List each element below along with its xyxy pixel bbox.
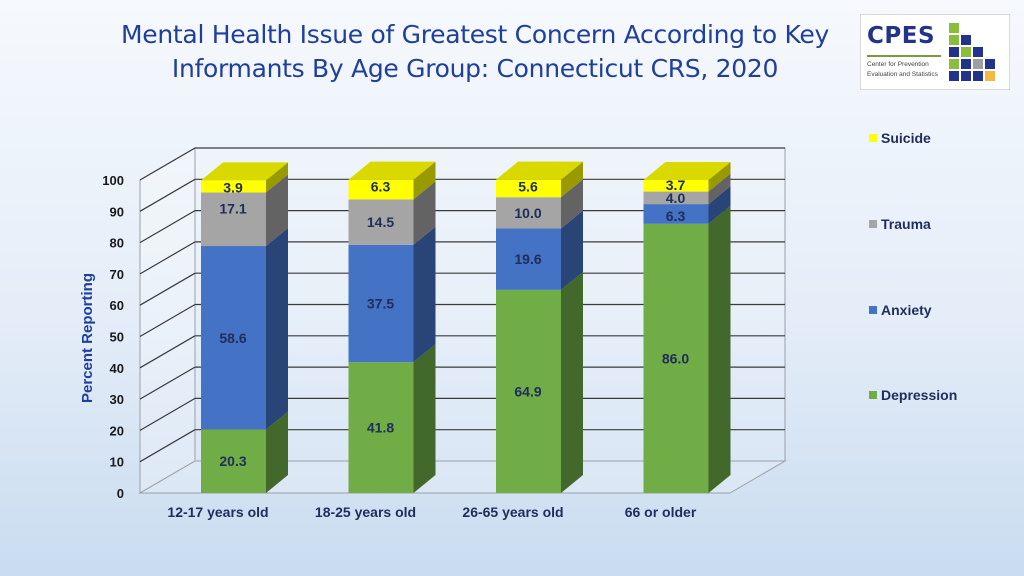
y-tick-label: 60 xyxy=(110,298,124,313)
legend-label-depression: Depression xyxy=(881,387,957,403)
bar-segment-trauma-front xyxy=(496,197,561,229)
bar-segment-depression-side xyxy=(561,271,583,493)
gridline-side xyxy=(139,429,196,463)
data-label: 3.7 xyxy=(666,177,686,193)
bar-segment-anxiety-front xyxy=(496,228,561,290)
data-label: 6.3 xyxy=(666,208,686,224)
bar-segment-trauma-front xyxy=(201,192,266,247)
legend: Suicide Trauma Anxiety Depression xyxy=(869,130,957,403)
x-tick-label: 12-17 years old xyxy=(167,504,268,520)
data-label: 4.0 xyxy=(666,190,686,206)
data-label: 6.3 xyxy=(371,179,391,195)
bar-segment-depression-front xyxy=(348,362,414,493)
data-label: 3.9 xyxy=(223,179,243,195)
gridline-side xyxy=(139,241,196,275)
legend-swatch-depression xyxy=(869,391,877,399)
legend-swatch-suicide xyxy=(869,134,877,142)
y-tick-label: 10 xyxy=(110,455,124,470)
bar-segment-trauma-front xyxy=(348,199,414,245)
bar-segment-trauma-front xyxy=(643,191,709,205)
bar-stack-4: 86.0 6.3 4.03.7 xyxy=(643,162,731,493)
bar-segment-anxiety-side xyxy=(413,226,436,363)
y-tick-label: 50 xyxy=(110,330,124,345)
data-label: 41.8 xyxy=(367,420,394,436)
bar-segment-suicide-front xyxy=(201,180,266,193)
legend-label-anxiety: Anxiety xyxy=(881,302,932,318)
bar-segment-anxiety-side xyxy=(266,228,288,430)
legend-label-suicide: Suicide xyxy=(881,130,931,146)
bar-segment-anxiety-front xyxy=(643,204,709,224)
data-label: 64.9 xyxy=(514,383,541,399)
legend-swatch-trauma xyxy=(869,220,877,228)
y-tick-label: 70 xyxy=(110,267,124,282)
bar-segment-anxiety-front xyxy=(201,246,266,430)
data-label: 10.0 xyxy=(514,205,541,221)
bar-top-face xyxy=(348,161,436,180)
bar-stack-2: 41.8 37.5 14.5 6.3 xyxy=(348,161,436,493)
logo-wordmark: CPES xyxy=(867,23,936,49)
gridline-side xyxy=(139,366,196,400)
bar-segment-depression-side xyxy=(413,344,436,493)
bar-segment-trauma-side xyxy=(413,181,436,245)
bar-stack-3: 64.9 19.6 10.0 5.6 xyxy=(496,161,583,493)
data-label: 86.0 xyxy=(662,350,689,366)
x-tick-label: 18-25 years old xyxy=(315,504,416,520)
bar-stack-1: 20.3 58.6 17.1 3.9 xyxy=(201,162,288,493)
bar-segment-depression-side xyxy=(266,411,288,493)
bar-segment-suicide-side xyxy=(561,161,583,198)
data-label: 19.6 xyxy=(514,251,541,267)
gridline-side xyxy=(139,303,196,338)
bar-segment-anxiety-side xyxy=(561,210,583,290)
bar-segment-depression-front xyxy=(201,429,266,493)
gridline-side xyxy=(139,178,196,212)
bar-segment-depression-front xyxy=(496,289,561,493)
logo-subtitle-line1: Center for Prevention xyxy=(867,61,929,68)
bar-segment-depression-front xyxy=(643,223,709,493)
legend-swatch-anxiety xyxy=(869,306,877,314)
data-label: 37.5 xyxy=(367,295,394,311)
chart-title: Mental Health Issue of Greatest Concern … xyxy=(121,20,829,83)
x-tick-label: 26-65 years old xyxy=(462,504,563,520)
gridline-side xyxy=(139,335,196,369)
bar-segment-suicide-side xyxy=(708,162,731,192)
bar-top-face xyxy=(496,161,583,180)
y-tick-label: 40 xyxy=(110,361,124,376)
data-label: 20.3 xyxy=(219,453,246,469)
x-tick-label: 66 or older xyxy=(625,504,697,520)
data-label: 14.5 xyxy=(367,214,394,230)
data-label: 58.6 xyxy=(219,330,246,346)
y-tick-label: 100 xyxy=(102,173,124,188)
gridline-side xyxy=(139,397,196,431)
gridline-side xyxy=(139,272,196,306)
bar-segment-suicide-front xyxy=(643,180,709,192)
logo-rule xyxy=(867,55,941,57)
bar-segment-anxiety-side xyxy=(708,186,731,224)
y-tick-label: 80 xyxy=(110,236,124,251)
bar-top-face xyxy=(201,162,288,181)
legend-label-trauma: Trauma xyxy=(881,216,931,232)
bar-top-face xyxy=(643,162,731,180)
data-label: 17.1 xyxy=(219,201,246,217)
logo-subtitle-line2: Evaluation and Statistics xyxy=(867,71,938,78)
cpes-logo: CPES Center for Prevention Evaluation an… xyxy=(860,14,1010,90)
bar-segment-trauma-side xyxy=(708,173,731,205)
bar-segment-suicide-front xyxy=(348,179,414,200)
y-tick-label: 20 xyxy=(110,423,124,438)
bar-segment-depression-side xyxy=(708,205,731,493)
y-tick-label: 90 xyxy=(110,204,124,219)
bar-segment-trauma-side xyxy=(266,174,288,247)
gridline-side xyxy=(139,210,196,244)
y-tick-label: 30 xyxy=(110,392,124,407)
data-label: 5.6 xyxy=(518,179,538,195)
bar-segment-suicide-side xyxy=(413,161,436,200)
bar-segment-anxiety-front xyxy=(348,244,414,363)
gridline-side xyxy=(139,147,196,181)
bar-segment-suicide-side xyxy=(266,162,288,193)
bar-segment-trauma-side xyxy=(561,179,583,229)
y-tick-label: 0 xyxy=(117,486,124,501)
y-axis-label: Percent Reporting xyxy=(79,273,96,403)
bar-segment-suicide-front xyxy=(496,179,561,198)
